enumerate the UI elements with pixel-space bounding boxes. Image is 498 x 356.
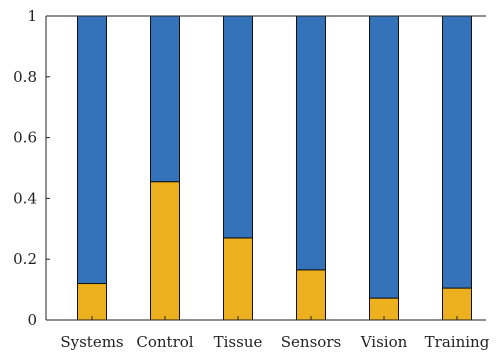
bar-control-segment-0 — [150, 181, 180, 321]
x-tick-label: Vision — [360, 333, 408, 351]
y-tick-label: 0.6 — [13, 129, 37, 147]
x-tick-label: Control — [136, 333, 193, 351]
bar-training-segment-0 — [442, 287, 472, 321]
y-tick-label: 0.8 — [13, 68, 37, 86]
y-tick-label: 1 — [27, 7, 37, 25]
bar-tissue-segment-0 — [223, 237, 253, 321]
x-tick-label: Tissue — [214, 333, 263, 351]
bar-tissue-segment-1 — [223, 15, 253, 239]
bar-systems-segment-1 — [77, 15, 107, 285]
bar-sensors-segment-1 — [296, 15, 326, 271]
bar-training-segment-1 — [442, 15, 472, 289]
bar-sensors-segment-0 — [296, 269, 326, 321]
x-tick-label: Systems — [60, 333, 123, 351]
y-ticks: 0 0.2 0.4 0.6 0.8 1 — [13, 7, 50, 329]
bars-layer — [77, 15, 472, 321]
bar-control-segment-1 — [150, 15, 180, 183]
x-tick-label: Training — [425, 333, 490, 351]
y-tick-label: 0.2 — [13, 250, 37, 268]
y-tick-label: 0.4 — [13, 189, 37, 207]
x-ticks: Systems Control Tissue Sensors Vision Trainin… — [60, 316, 490, 351]
y-tick-label: 0 — [27, 311, 37, 329]
x-tick-label: Sensors — [281, 333, 341, 351]
bar-vision-segment-1 — [369, 15, 399, 299]
bar-systems-segment-0 — [77, 283, 107, 321]
axes-layer — [45, 15, 486, 321]
